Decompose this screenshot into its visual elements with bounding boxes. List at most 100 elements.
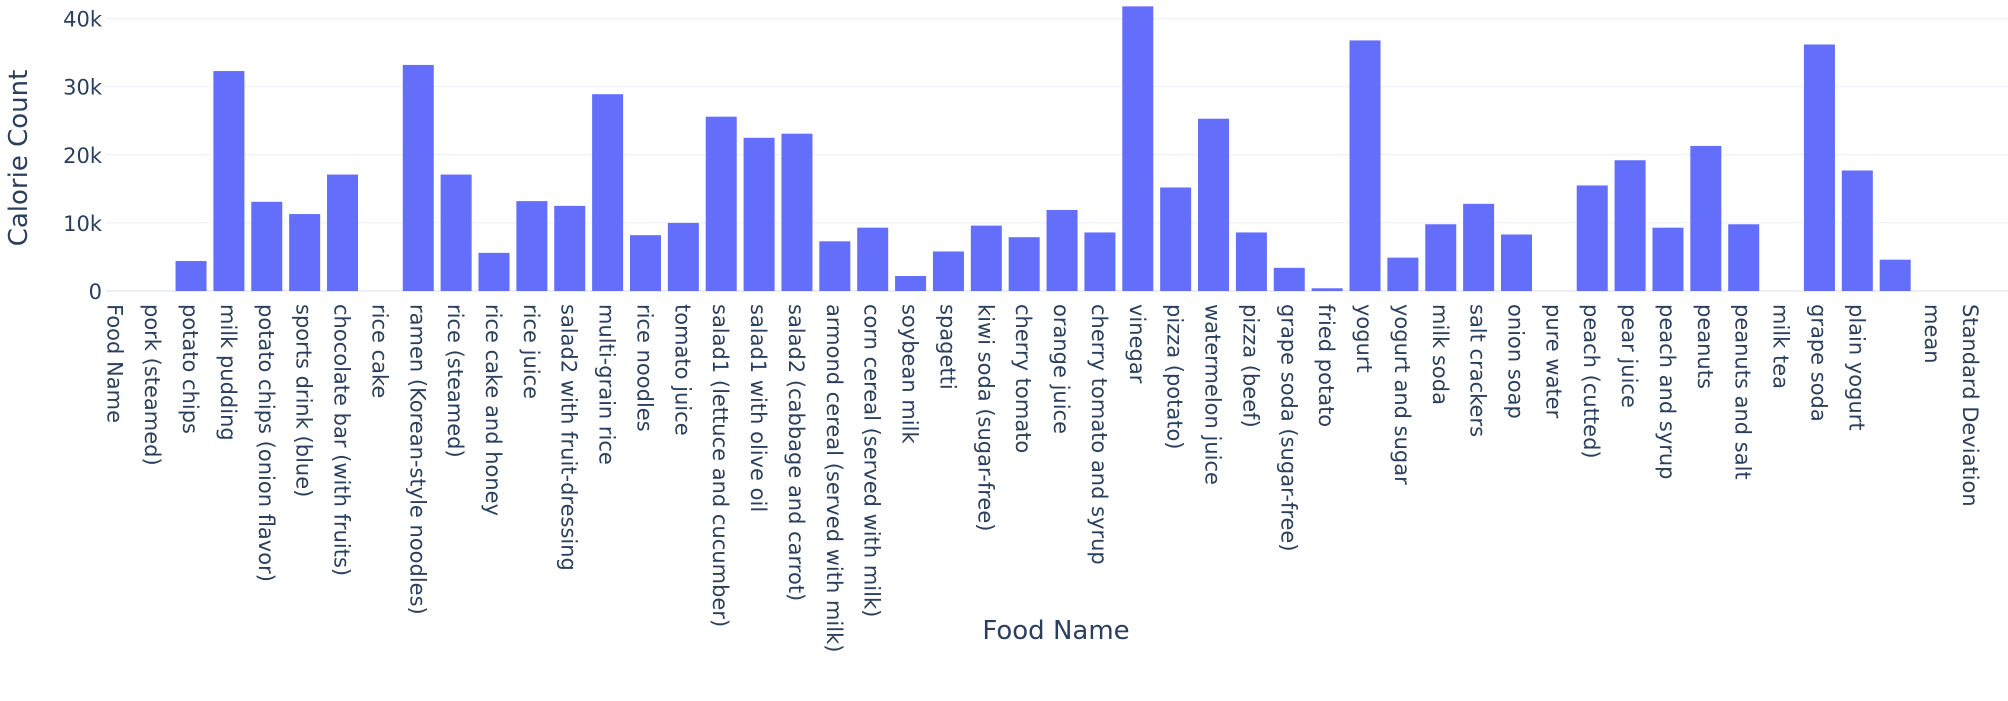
bar [1500, 234, 1532, 291]
x-tick-label: Standard Deviation [1958, 304, 1982, 507]
bar [1046, 209, 1078, 291]
x-tick-label: grape soda (sugar-free) [1276, 304, 1300, 552]
x-tick-label: peanuts and salt [1731, 304, 1755, 480]
bar [1198, 118, 1230, 291]
x-tick-label: pure water [1541, 304, 1565, 419]
bar [516, 201, 548, 291]
x-tick-label: plain yogurt [1844, 304, 1868, 431]
x-tick-label: salad2 with fruit-dressing [557, 304, 581, 571]
x-tick-label: ramen (Korean-style noodles) [405, 304, 429, 615]
x-tick-label: pear juice [1617, 304, 1641, 408]
bar [1235, 232, 1267, 291]
x-tick-label: yogurt and sugar [1390, 304, 1414, 485]
y-tick-label: 20k [63, 144, 103, 168]
x-tick-label: tomato juice [670, 304, 694, 436]
x-axis-title: Food Name [982, 616, 1129, 646]
y-axis-title: Calorie Count [4, 70, 34, 247]
x-tick-label: peach (cutted) [1579, 304, 1603, 459]
bar [440, 174, 472, 291]
bar [1463, 203, 1495, 291]
bar [554, 205, 586, 291]
x-tick-label: orange juice [1049, 304, 1073, 434]
x-tick-label: rice noodles [632, 304, 656, 432]
x-tick-label: salad1 (lettuce and cucumber) [708, 304, 732, 627]
x-tick-label: pizza (potato) [1163, 304, 1187, 450]
bar [857, 227, 889, 291]
bar [1614, 160, 1646, 291]
x-tick-label: milk tea [1769, 304, 1793, 389]
bar [1122, 6, 1154, 291]
x-tick-label: onion soap [1503, 304, 1527, 419]
bar [1879, 259, 1911, 291]
x-tick-label: kiwi soda (sugar-free) [973, 304, 997, 531]
bar [1349, 40, 1381, 292]
bar [970, 225, 1002, 291]
x-tick-label: rice cake and honey [481, 304, 505, 516]
x-tick-label: peanuts [1693, 304, 1717, 389]
bar [781, 133, 813, 291]
bar [1311, 288, 1343, 291]
bar [932, 251, 964, 291]
bar [251, 201, 283, 291]
x-tick-label: spagetti [935, 304, 959, 390]
x-tick-label: chocolate bar (with fruits) [330, 304, 354, 576]
bar [1841, 170, 1873, 291]
bar [1084, 232, 1116, 291]
bar [1728, 224, 1760, 291]
bar [1652, 227, 1684, 291]
y-tick-label: 30k [63, 76, 103, 100]
bar [705, 116, 737, 291]
y-tick-label: 10k [63, 212, 103, 236]
bar [402, 64, 434, 291]
bar [1690, 145, 1722, 291]
bar [743, 137, 775, 291]
x-tick-label: watermelon juice [1201, 304, 1225, 485]
bar [819, 241, 851, 291]
x-tick-label: potato chips (onion flavor) [254, 304, 278, 582]
x-tick-label: peach and syrup [1655, 304, 1679, 479]
x-tick-label: cherry tomato [1011, 304, 1035, 453]
bar [1008, 237, 1040, 291]
x-tick-label: pizza (beef) [1238, 304, 1262, 428]
bar [1425, 224, 1457, 291]
x-tick-label: salt crackers [1466, 304, 1490, 437]
x-tick-label: milk soda [1428, 304, 1452, 405]
bar [289, 214, 321, 291]
x-tick-label: salad1 with olive oil [746, 304, 770, 512]
bar [592, 94, 624, 291]
x-tick-label: milk pudding [216, 304, 240, 441]
x-tick-label: mean [1920, 304, 1944, 364]
x-tick-label: rice cake [367, 304, 391, 398]
y-axis-ticks: 0 10k 20k 30k 40k [63, 8, 103, 304]
x-tick-label: rice juice [519, 304, 543, 399]
x-tick-label: rice (steamed) [443, 304, 467, 458]
x-tick-label: grape soda [1806, 304, 1830, 422]
x-tick-label: yogurt [1352, 304, 1376, 373]
bar [1803, 44, 1835, 291]
x-tick-label: corn cereal (served with milk) [860, 304, 884, 617]
x-tick-label: fried potato [1314, 304, 1338, 427]
y-tick-label: 0 [89, 280, 102, 304]
x-tick-label: potato chips [178, 304, 202, 434]
bar [629, 235, 661, 291]
x-tick-label: cherry tomato and syrup [1087, 304, 1111, 565]
x-tick-label: soybean milk [898, 304, 922, 444]
bar [895, 276, 927, 291]
bar [1273, 267, 1305, 291]
x-axis-ticks: Food Name pork (steamed) potato chips milk … [102, 304, 1982, 652]
x-tick-label: multi-grain rice [595, 304, 619, 465]
bar [1160, 187, 1192, 291]
x-tick-label: salad2 (cabbage and carrot) [784, 304, 808, 601]
bar [175, 261, 207, 291]
y-tick-label: 40k [63, 8, 103, 32]
x-tick-label: pork (steamed) [140, 304, 164, 466]
x-tick-label: Food Name [102, 304, 126, 423]
bar [327, 174, 359, 291]
bar [667, 222, 699, 291]
bar [1387, 257, 1419, 291]
x-tick-label: armond cereal (served with milk) [822, 304, 846, 652]
bars [175, 6, 1911, 292]
x-tick-label: sports drink (blue) [292, 304, 316, 497]
x-tick-label: vinegar [1125, 304, 1149, 384]
